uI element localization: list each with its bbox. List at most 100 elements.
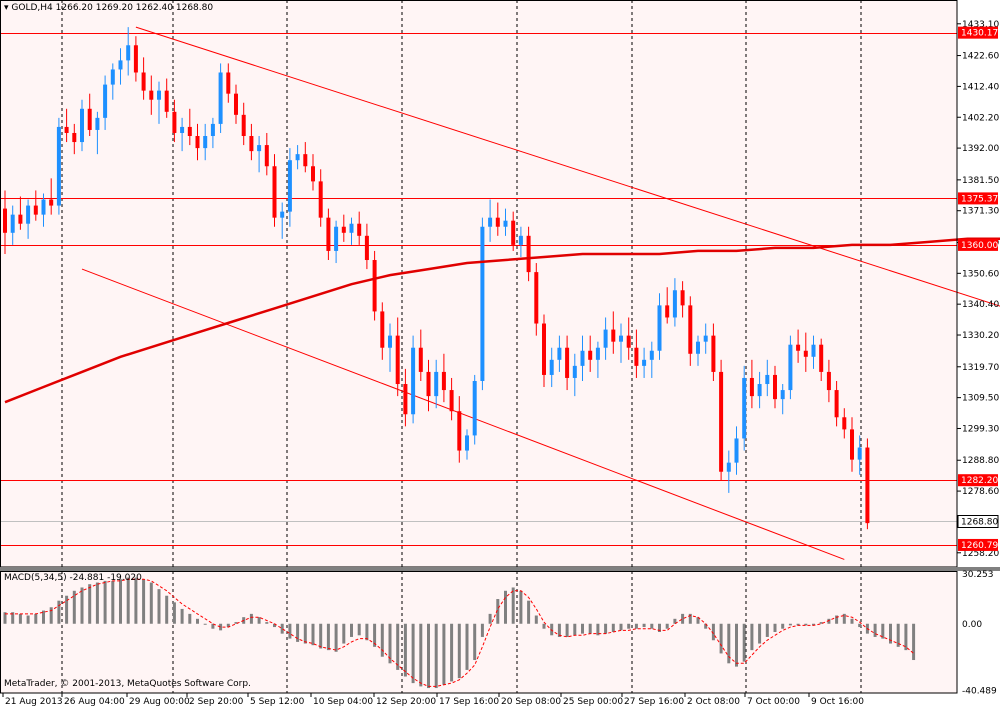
time-tick-label: 20 Sep 08:00 <box>501 697 561 707</box>
price-tick-label: 1402.20 <box>962 113 999 123</box>
bull-candle <box>557 347 562 360</box>
macd-bar <box>480 623 484 637</box>
bear-candle <box>403 384 408 415</box>
macd-bar <box>881 623 885 639</box>
macd-bar <box>111 580 115 624</box>
macd-bar <box>265 622 269 624</box>
macd-bar <box>142 579 146 624</box>
macd-bar <box>342 623 346 644</box>
macd-bar <box>696 617 700 624</box>
macd-bar <box>396 623 400 670</box>
macd-bar <box>658 623 661 632</box>
macd-tick-label: 30.253 <box>962 570 994 580</box>
macd-bar <box>534 615 538 624</box>
time-tick-label: 26 Aug 04:00 <box>64 697 125 707</box>
bear-candle <box>49 199 54 206</box>
bear-candle <box>318 181 323 218</box>
bull-candle <box>595 347 600 360</box>
macd-bar <box>65 595 69 624</box>
time-tick-label: 21 Aug 2013 <box>5 697 63 707</box>
bear-candle <box>364 235 369 261</box>
macd-bar <box>203 623 207 625</box>
macd-bar <box>758 623 762 644</box>
bear-candle <box>834 390 839 418</box>
bull-candle <box>41 199 46 215</box>
grid-lines <box>61 0 862 693</box>
price-tick-label: 1433.10 <box>962 20 999 30</box>
macd-bar <box>434 623 438 689</box>
time-tick-label: 27 Sep 16:00 <box>624 697 684 707</box>
bull-candle <box>649 350 654 360</box>
price-tick-label: 1330.20 <box>962 331 999 341</box>
bear-candle <box>18 214 23 224</box>
macd-bar <box>172 602 176 624</box>
bull-candle <box>765 374 770 385</box>
macd-bar <box>11 612 15 624</box>
macd-bar <box>273 623 276 628</box>
bear-candle <box>272 166 277 218</box>
dropdown-triangle-icon[interactable]: ▾ <box>4 3 9 13</box>
level-badge-label: 1360.00 <box>961 241 998 251</box>
macd-bar <box>642 623 646 628</box>
macd-bar <box>611 623 615 632</box>
macd-bar <box>427 623 430 689</box>
bull-candle <box>696 341 700 354</box>
macd-bar <box>673 618 677 624</box>
macd-bar <box>88 584 92 624</box>
macd-bar <box>511 587 515 624</box>
macd-bar <box>350 623 353 637</box>
bear-candle <box>449 390 454 412</box>
macd-bar <box>411 623 415 684</box>
symbol-label: GOLD,H4 <box>11 3 53 13</box>
macd-bar <box>303 623 307 644</box>
macd-bar <box>57 600 61 624</box>
bull-candle <box>434 371 439 397</box>
bear-candle <box>426 371 431 397</box>
time-tick-label: 7 Oct 00:00 <box>747 697 800 707</box>
level-badge-label: 1375.37 <box>961 194 998 204</box>
bear-candle <box>749 377 754 397</box>
bear-candle <box>565 347 570 378</box>
bull-candle <box>287 160 292 212</box>
price-tick-label: 1319.70 <box>962 363 999 373</box>
macd-bar <box>496 599 500 624</box>
macd-bar <box>219 623 223 631</box>
bull-candle <box>118 60 123 70</box>
price-tick-label: 1392.00 <box>962 144 999 154</box>
bull-candle <box>465 435 469 451</box>
macd-label: MACD(5,34,5) -24.881 -19.020 <box>4 573 142 583</box>
bull-candle <box>572 365 577 378</box>
bear-candle <box>241 114 246 137</box>
bear-candle <box>357 223 362 236</box>
macd-bar <box>326 623 330 651</box>
price-tick-label: 1309.50 <box>962 394 999 404</box>
macd-histogram <box>3 577 916 689</box>
moving-average-line <box>4 237 1000 404</box>
macd-bar <box>912 623 916 661</box>
macd-bar <box>858 623 862 628</box>
bear-candle <box>803 350 808 357</box>
bear-candle <box>796 344 801 351</box>
bull-candle <box>56 126 61 206</box>
ohlc-values: 1266.20 1269.20 1262.40 1268.80 <box>55 3 214 13</box>
bull-candle <box>726 462 731 472</box>
macd-bar <box>450 623 454 682</box>
macd-bar <box>588 623 592 634</box>
bear-candle <box>588 350 593 360</box>
macd-bar <box>550 623 554 636</box>
macd-bar <box>665 623 669 629</box>
macd-bar <box>619 623 623 631</box>
macd-bar <box>211 623 215 629</box>
time-tick-label: 9 Oct 16:00 <box>811 697 864 707</box>
bull-candle <box>126 45 131 61</box>
time-tick-label: 17 Sep 16:00 <box>439 697 499 707</box>
macd-bar <box>403 623 407 677</box>
bear-candle <box>72 132 77 143</box>
macd-bar <box>180 608 184 624</box>
price-tick-label: 1340.40 <box>962 300 999 310</box>
bear-candle <box>441 371 446 391</box>
bull-candle <box>642 359 647 366</box>
bull-candle <box>257 145 262 152</box>
